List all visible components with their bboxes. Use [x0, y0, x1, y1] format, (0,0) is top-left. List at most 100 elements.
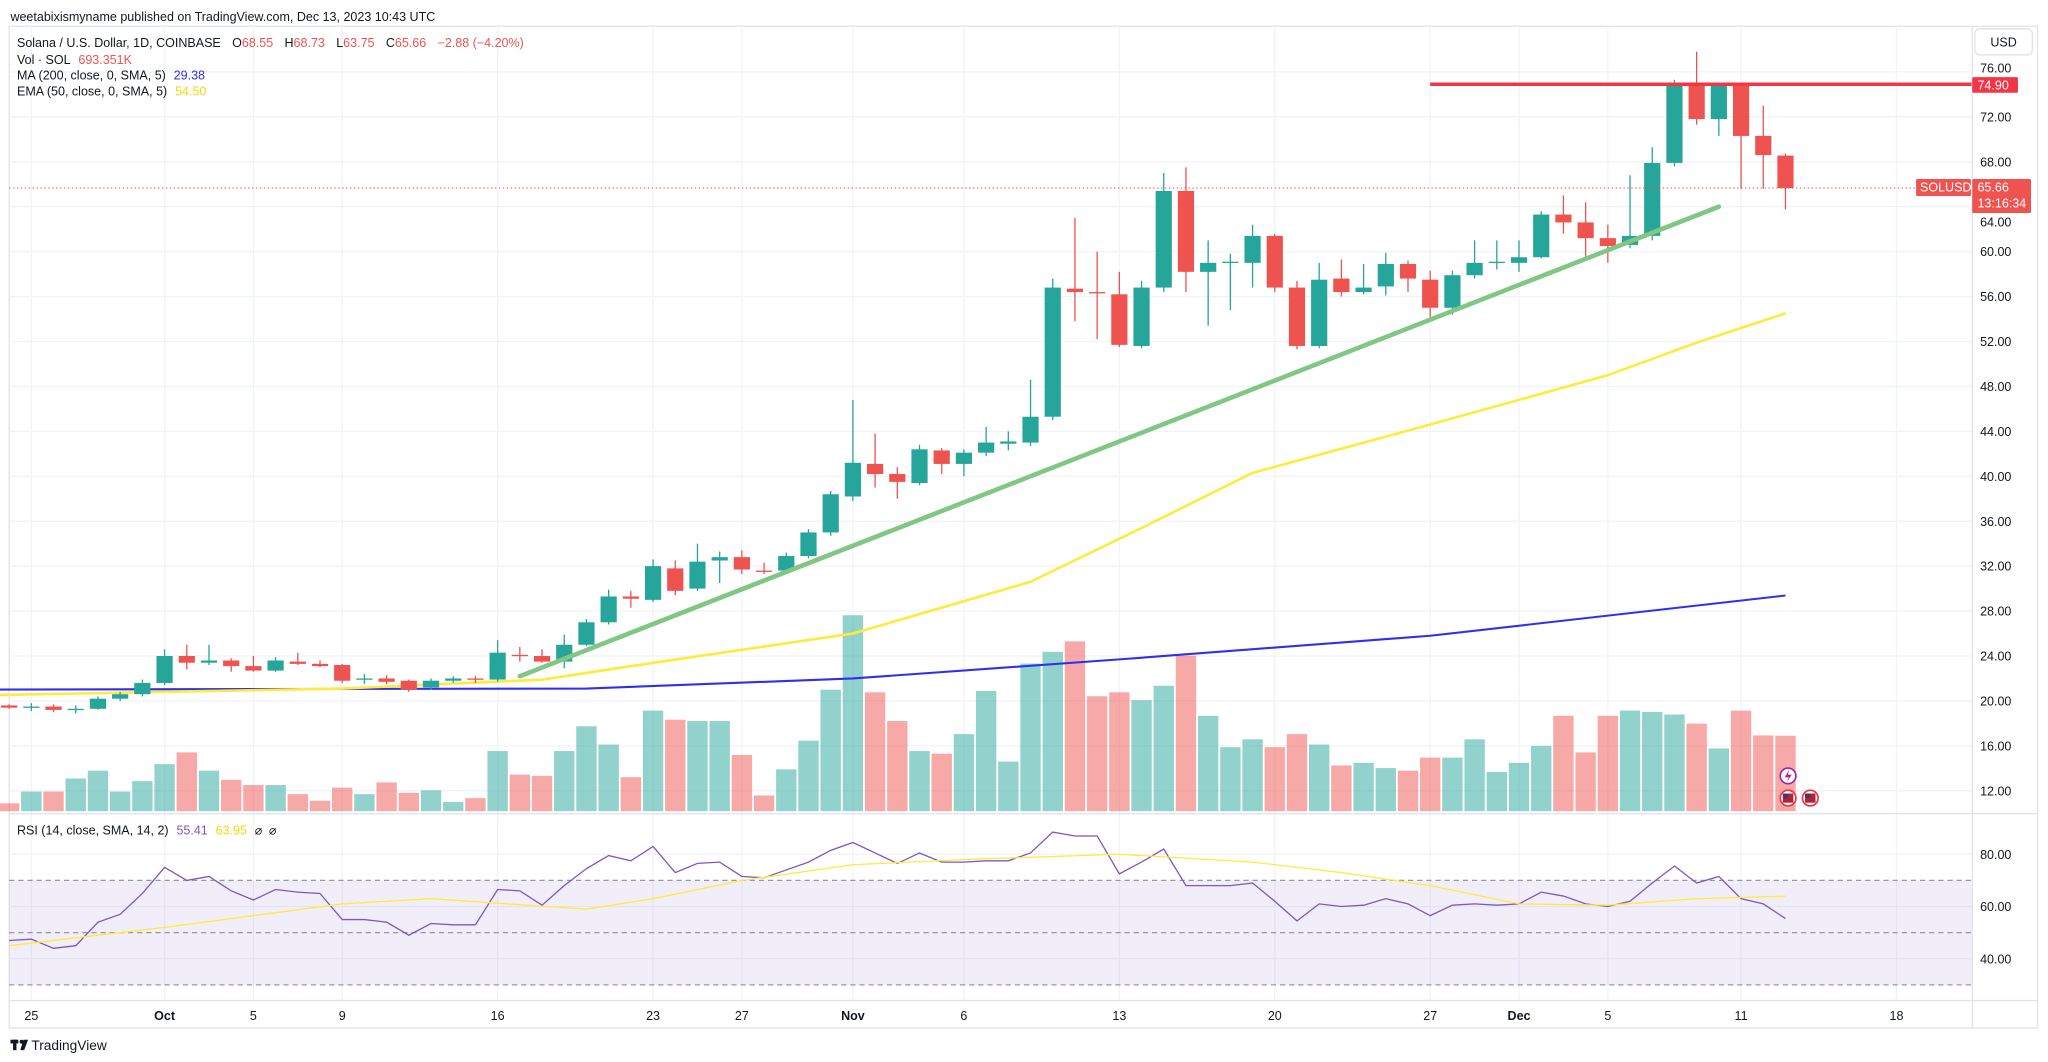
candle[interactable] [867, 433, 884, 488]
candle[interactable] [955, 449, 973, 477]
price-axis[interactable]: 76.00 72.00 68.00 64.00 60.00 56.00 52.00 48.00… [1980, 62, 2011, 967]
candle[interactable] [445, 676, 462, 683]
candle[interactable] [1355, 263, 1372, 295]
candle[interactable] [89, 696, 107, 710]
candle[interactable] [1022, 379, 1039, 446]
candle[interactable] [112, 691, 129, 701]
candle[interactable] [134, 679, 151, 697]
candle[interactable] [1688, 51, 1705, 125]
candle[interactable] [533, 649, 551, 663]
candle-body [1177, 190, 1195, 272]
candle-body [1355, 287, 1372, 293]
candle[interactable] [667, 560, 684, 596]
time-tick-label: 6 [960, 1009, 967, 1023]
events[interactable] [1779, 767, 1819, 807]
candle[interactable] [45, 704, 62, 713]
candle[interactable] [1755, 105, 1772, 189]
candle[interactable] [733, 550, 750, 574]
candle[interactable] [1, 704, 18, 709]
candle[interactable] [1066, 217, 1084, 322]
candle[interactable] [689, 543, 706, 591]
candle[interactable] [1577, 202, 1594, 259]
us-flag-icon[interactable] [1801, 789, 1819, 807]
currency-button[interactable]: USD [1974, 28, 2033, 56]
candle[interactable] [467, 676, 484, 683]
lightning-icon[interactable] [1779, 767, 1797, 785]
candle[interactable] [1111, 271, 1128, 348]
candle[interactable] [1133, 280, 1150, 349]
candle[interactable] [755, 562, 773, 574]
candle[interactable] [1311, 262, 1328, 349]
candle[interactable] [844, 399, 861, 501]
candle[interactable] [1244, 224, 1261, 288]
candle[interactable] [1222, 253, 1239, 311]
candle[interactable] [178, 644, 195, 670]
candle[interactable] [978, 426, 995, 457]
candle[interactable] [1599, 224, 1616, 263]
candle[interactable] [1333, 259, 1350, 297]
candle[interactable] [1422, 270, 1439, 322]
candle[interactable] [800, 529, 817, 559]
candle[interactable] [1000, 431, 1017, 451]
candle[interactable] [711, 551, 728, 583]
candle[interactable] [223, 658, 240, 672]
candle[interactable] [267, 657, 284, 672]
candle[interactable] [356, 673, 373, 685]
candle[interactable] [1177, 167, 1195, 293]
candle[interactable] [311, 660, 329, 668]
candle[interactable] [156, 649, 173, 686]
candle[interactable] [1399, 260, 1417, 293]
candle[interactable] [889, 467, 906, 499]
legend-rsi-row[interactable]: RSI (14, close, SMA, 14, 2) 55.41 63.95 ⌀ ⌀ [17, 824, 277, 838]
candle[interactable] [1488, 240, 1505, 270]
candle[interactable] [1466, 240, 1483, 279]
candle[interactable] [67, 705, 84, 714]
candle[interactable] [378, 675, 395, 685]
candle[interactable] [400, 679, 417, 692]
legend-volume-row[interactable]: Vol · SOL 693.351K [17, 53, 133, 67]
candle[interactable] [1200, 240, 1217, 326]
us-flag-icon[interactable] [1779, 789, 1797, 807]
candle[interactable] [911, 444, 928, 486]
candle-series[interactable] [1, 51, 1794, 714]
candle[interactable] [1710, 83, 1727, 136]
candle[interactable] [1510, 240, 1528, 272]
legend-ema-row[interactable]: EMA (50, close, 0, SMA, 5) 54.50 [17, 84, 206, 98]
candle[interactable] [245, 655, 262, 672]
candle[interactable] [289, 652, 306, 665]
trendline[interactable] [517, 204, 1722, 679]
candle[interactable] [1732, 83, 1750, 189]
candle[interactable] [1044, 278, 1061, 421]
legend-ma-row[interactable]: MA (200, close, 0, SMA, 5) 29.38 [17, 69, 205, 83]
candle[interactable] [23, 703, 40, 712]
candle[interactable] [1555, 195, 1572, 234]
change-value: −2.88 (−4.20%) [438, 36, 524, 50]
candle[interactable] [511, 647, 528, 662]
candle[interactable] [1666, 79, 1683, 167]
tradingview-logo[interactable]: TradingView [10, 1038, 107, 1053]
candle[interactable] [1089, 251, 1106, 340]
candle[interactable] [1288, 280, 1306, 350]
candle[interactable] [600, 589, 617, 625]
drawings[interactable] [9, 82, 1973, 679]
candle[interactable] [200, 644, 218, 665]
candle[interactable] [422, 678, 440, 690]
candle[interactable] [622, 590, 639, 608]
candle[interactable] [1155, 172, 1172, 293]
legend-symbol-row[interactable]: Solana / U.S. Dollar, 1D, COINBASE O68.5… [17, 36, 524, 50]
volume-bar [864, 692, 886, 812]
candle[interactable] [1377, 252, 1394, 296]
candle[interactable] [1444, 270, 1461, 315]
candle[interactable] [644, 559, 662, 603]
candle[interactable] [1644, 147, 1661, 241]
candle[interactable] [822, 490, 839, 536]
candle[interactable] [933, 448, 950, 475]
candle[interactable] [1266, 233, 1283, 293]
candle[interactable] [1533, 211, 1550, 259]
candle[interactable] [489, 640, 506, 682]
time-axis[interactable]: 25 Oct 5 9 16 23 27 Nov 6 13 20 27 Dec 5 11 18 [24, 1009, 1903, 1023]
candle[interactable] [334, 663, 351, 683]
candle[interactable] [578, 618, 595, 646]
candle[interactable] [1777, 153, 1794, 210]
